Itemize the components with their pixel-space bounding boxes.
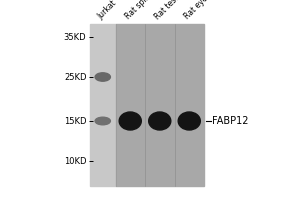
Text: 25KD: 25KD xyxy=(64,72,86,82)
Text: 35KD: 35KD xyxy=(64,32,86,42)
Text: 15KD: 15KD xyxy=(64,116,86,126)
Text: Rat spinal cord: Rat spinal cord xyxy=(124,0,171,21)
Text: Jurkat: Jurkat xyxy=(96,0,119,21)
Text: FABP12: FABP12 xyxy=(212,116,248,126)
Text: Rat testis: Rat testis xyxy=(153,0,186,21)
Ellipse shape xyxy=(149,112,171,130)
Ellipse shape xyxy=(119,112,141,130)
Ellipse shape xyxy=(95,117,110,125)
Text: 10KD: 10KD xyxy=(64,156,86,166)
Text: Rat eye: Rat eye xyxy=(183,0,210,21)
Bar xyxy=(90,24,116,186)
Ellipse shape xyxy=(95,73,110,81)
Ellipse shape xyxy=(178,112,200,130)
Bar xyxy=(116,24,204,186)
